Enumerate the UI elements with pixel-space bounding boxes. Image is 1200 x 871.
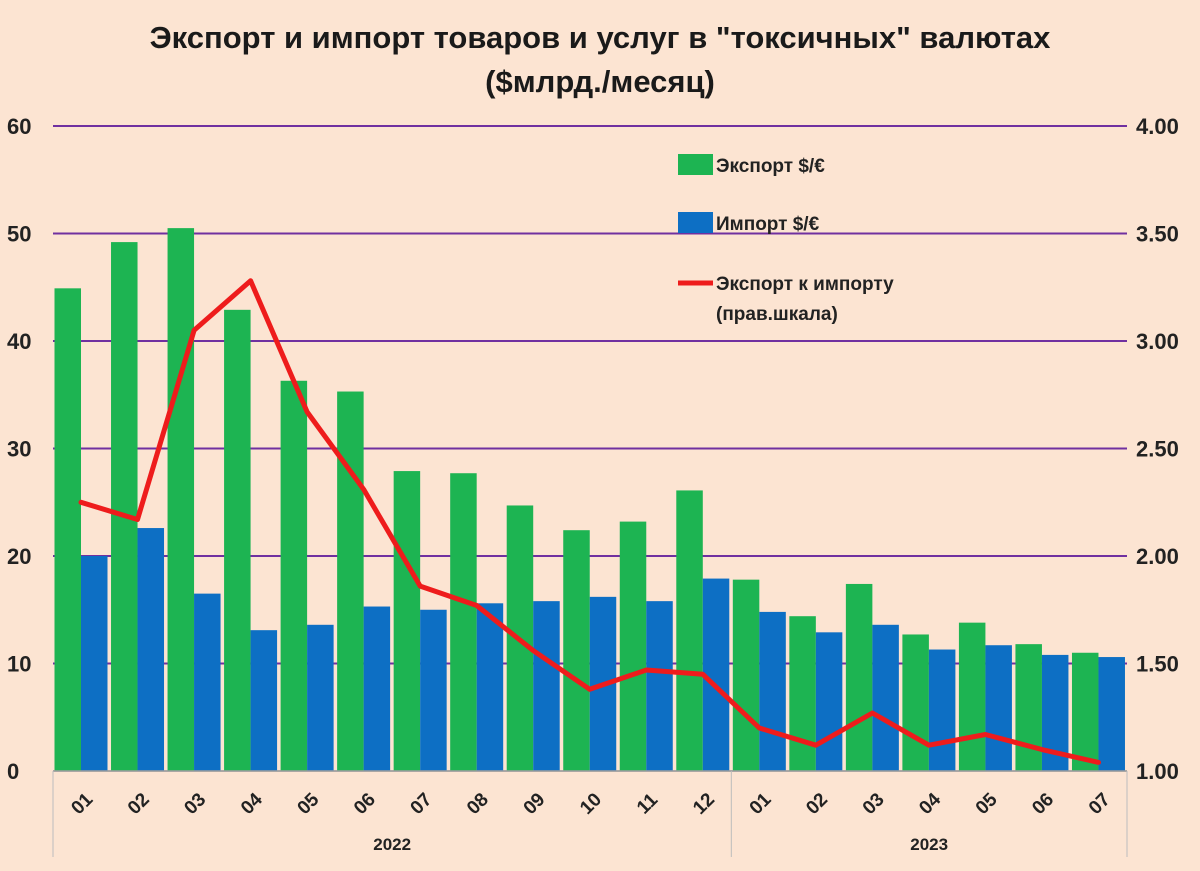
- import-bar: [307, 624, 334, 771]
- ratio-point: [928, 744, 930, 746]
- left-tick-label: 20: [7, 544, 31, 569]
- ratio-point: [589, 688, 591, 690]
- left-tick-label: 0: [7, 759, 19, 784]
- left-tick-label: 50: [7, 222, 31, 247]
- right-tick-label: 2.00: [1136, 544, 1179, 569]
- export-bar: [393, 471, 421, 771]
- chart-title: Экспорт и импорт товаров и услуг в "токс…: [150, 20, 1052, 55]
- export-bar: [676, 490, 703, 771]
- export-bar: [845, 583, 873, 771]
- export-bar: [450, 473, 477, 771]
- import-bar: [1098, 657, 1125, 771]
- export-bar: [54, 288, 81, 771]
- legend-import-label: Импорт $/€: [716, 214, 820, 235]
- import-bar: [81, 556, 108, 771]
- import-bar: [985, 645, 1012, 771]
- left-tick-label: 30: [7, 437, 31, 462]
- export-bar: [732, 579, 760, 771]
- legend-export-swatch: [678, 154, 713, 175]
- export-bar: [958, 622, 986, 771]
- left-tick-label: 40: [7, 329, 31, 354]
- import-bar: [194, 593, 221, 771]
- import-bar: [646, 601, 673, 771]
- import-bar: [928, 649, 956, 771]
- export-bar: [619, 521, 647, 771]
- right-tick-label: 1.50: [1136, 652, 1179, 677]
- left-axis: 0 10 20 30 40 50 60: [7, 114, 31, 784]
- ratio-point: [1097, 761, 1099, 763]
- left-tick-label: 10: [7, 652, 31, 677]
- legend-ratio-sublabel: (прав.шкала): [716, 304, 838, 325]
- ratio-point: [419, 585, 421, 587]
- export-bar: [280, 380, 308, 771]
- import-bar: [420, 609, 447, 771]
- import-bar: [250, 630, 278, 771]
- ratio-point: [645, 669, 647, 671]
- ratio-point: [306, 411, 308, 413]
- export-bar: [1071, 652, 1099, 771]
- legend: Экспорт $/€ Импорт $/€ Экспорт к импорту (п…: [678, 154, 894, 325]
- right-tick-label: 3.00: [1136, 329, 1179, 354]
- legend-import-swatch: [678, 212, 713, 233]
- ratio-point: [984, 733, 986, 735]
- ratio-point: [193, 329, 195, 331]
- right-tick-label: 3.50: [1136, 222, 1179, 247]
- export-bar: [111, 242, 138, 772]
- export-bar: [789, 616, 816, 771]
- ratio-point: [758, 727, 760, 729]
- legend-export-label: Экспорт $/€: [716, 156, 825, 177]
- import-bar: [533, 601, 560, 771]
- export-bar: [1015, 644, 1042, 771]
- ratio-point: [137, 518, 139, 520]
- right-tick-label: 4.00: [1136, 114, 1179, 139]
- import-bar: [363, 606, 391, 771]
- import-bar: [872, 624, 899, 771]
- export-bar: [167, 228, 195, 771]
- import-bar: [702, 578, 730, 771]
- ratio-point: [702, 673, 704, 675]
- year-label: 2023: [910, 835, 948, 854]
- ratio-point: [363, 488, 365, 490]
- year-label: 2022: [373, 835, 411, 854]
- ratio-point: [1041, 749, 1043, 750]
- ratio-point: [532, 650, 534, 652]
- chart-subtitle: ($млрд./месяц): [485, 64, 715, 99]
- import-bar: [759, 611, 786, 771]
- ratio-point: [815, 744, 817, 746]
- ratio-point: [250, 280, 252, 282]
- ratio-point: [80, 501, 82, 503]
- export-bar: [902, 634, 929, 771]
- ratio-line: [78, 278, 1101, 765]
- left-tick-label: 60: [7, 114, 31, 139]
- import-bar: [137, 528, 165, 771]
- ratio-point: [871, 712, 873, 714]
- export-bar: [224, 309, 251, 771]
- ratio-point: [476, 604, 478, 606]
- import-bar: [476, 603, 504, 771]
- import-bar: [815, 632, 843, 771]
- bars: [54, 228, 1125, 772]
- right-tick-label: 2.50: [1136, 437, 1179, 462]
- right-tick-label: 1.00: [1136, 759, 1179, 784]
- right-axis: 1.00 1.50 2.00 2.50 3.00 3.50 4.00: [1136, 114, 1179, 784]
- export-bar: [337, 391, 364, 771]
- export-bar: [563, 530, 590, 771]
- legend-ratio-label: Экспорт к импорту: [716, 274, 894, 295]
